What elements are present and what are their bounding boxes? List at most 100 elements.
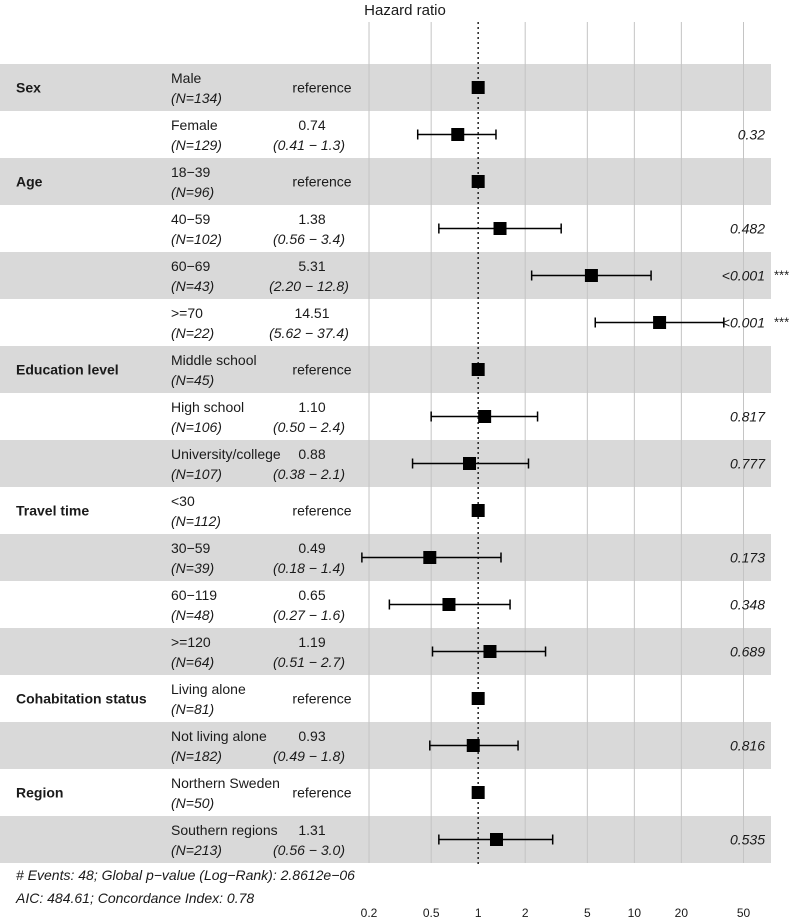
n-label: (N=102) xyxy=(171,231,222,247)
chart-title: Hazard ratio xyxy=(364,2,446,19)
hr-point xyxy=(471,786,485,799)
n-label: (N=107) xyxy=(171,466,222,482)
hr-point xyxy=(442,598,456,611)
hr-point xyxy=(463,457,477,470)
n-label: (N=45) xyxy=(171,372,214,388)
hr-label: 0.88 xyxy=(298,446,325,462)
hr-label: reference xyxy=(292,691,351,707)
hr-point xyxy=(471,81,485,94)
n-label: (N=182) xyxy=(171,748,222,764)
level-label: Male xyxy=(171,70,202,86)
variable-label: Sex xyxy=(16,80,41,96)
row-band xyxy=(0,346,771,393)
hr-point xyxy=(478,410,492,423)
hr-label: 1.31 xyxy=(298,822,325,838)
x-tick-label: 50 xyxy=(737,906,751,920)
n-label: (N=22) xyxy=(171,325,214,341)
n-label: (N=81) xyxy=(171,701,214,717)
level-label: 40−59 xyxy=(171,211,211,227)
hr-label: 5.31 xyxy=(298,258,325,274)
row-band xyxy=(0,252,771,299)
n-label: (N=48) xyxy=(171,607,214,623)
level-label: <30 xyxy=(171,493,195,509)
row-band xyxy=(0,722,771,769)
p-value: 0.482 xyxy=(730,221,765,237)
hr-point xyxy=(423,551,437,564)
level-label: Female xyxy=(171,117,218,133)
level-label: Living alone xyxy=(171,681,246,697)
hr-label: reference xyxy=(292,362,351,378)
n-label: (N=39) xyxy=(171,560,214,576)
hr-label: 1.10 xyxy=(298,399,325,415)
x-tick-label: 20 xyxy=(675,906,689,920)
row-labels: Sex Male (N=134) reference Female (N=129) 0.74… xyxy=(16,70,789,858)
footer-aic: AIC: 484.61; Concordance Index: 0.78 xyxy=(16,890,255,906)
n-label: (N=129) xyxy=(171,137,222,153)
hr-point xyxy=(471,363,485,376)
ci-label: (0.41 − 1.3) xyxy=(273,137,345,153)
variable-label: Region xyxy=(16,785,63,801)
row-band xyxy=(0,816,771,863)
hr-point xyxy=(471,175,485,188)
significance-mark: *** xyxy=(774,268,789,283)
x-tick-label: 0.2 xyxy=(361,906,378,920)
ci-label: (0.18 − 1.4) xyxy=(273,560,345,576)
level-label: 18−39 xyxy=(171,164,211,180)
variable-label: Education level xyxy=(16,362,119,378)
p-value: 0.777 xyxy=(730,456,766,472)
p-value: 0.535 xyxy=(730,832,765,848)
significance-mark: *** xyxy=(774,315,789,330)
ci-label: (0.49 − 1.8) xyxy=(273,748,345,764)
hr-point xyxy=(489,833,503,846)
hr-label: 1.19 xyxy=(298,634,325,650)
hr-point xyxy=(493,222,507,235)
hr-point xyxy=(471,692,485,705)
hr-point xyxy=(483,645,497,658)
hr-label: 0.65 xyxy=(298,587,325,603)
hr-label: reference xyxy=(292,174,351,190)
level-label: Southern regions xyxy=(171,822,278,838)
x-tick-label: 2 xyxy=(522,906,529,920)
level-label: 60−119 xyxy=(171,587,217,603)
p-value: 0.32 xyxy=(738,127,765,143)
ci-label: (0.50 − 2.4) xyxy=(273,419,345,435)
x-tick-label: 5 xyxy=(584,906,591,920)
level-label: >=70 xyxy=(171,305,203,321)
p-value: 0.348 xyxy=(730,597,765,613)
footer-events: # Events: 48; Global p−value (Log−Rank):… xyxy=(16,867,355,883)
hr-label: reference xyxy=(292,503,351,519)
n-label: (N=50) xyxy=(171,795,214,811)
n-label: (N=96) xyxy=(171,184,214,200)
x-tick-label: 1 xyxy=(475,906,482,920)
hr-point xyxy=(584,269,598,282)
level-label: Middle school xyxy=(171,352,257,368)
hr-label: 1.38 xyxy=(298,211,325,227)
estimate-marks xyxy=(361,81,725,846)
hr-label: 0.49 xyxy=(298,540,325,556)
p-value: 0.816 xyxy=(730,738,765,754)
grid-lines xyxy=(368,22,745,867)
p-value: 0.173 xyxy=(730,550,765,566)
level-label: 30−59 xyxy=(171,540,211,556)
n-label: (N=112) xyxy=(171,513,221,529)
level-label: Not living alone xyxy=(171,728,267,744)
variable-label: Cohabitation status xyxy=(16,691,147,707)
n-label: (N=106) xyxy=(171,419,222,435)
ci-label: (0.56 − 3.4) xyxy=(273,231,345,247)
variable-label: Age xyxy=(16,174,43,190)
hr-label: reference xyxy=(292,80,351,96)
level-label: Northern Sweden xyxy=(171,775,280,791)
hr-point xyxy=(451,128,465,141)
ci-label: (0.51 − 2.7) xyxy=(273,654,345,670)
n-label: (N=134) xyxy=(171,90,222,106)
row-band xyxy=(0,64,771,111)
p-value: <0.001 xyxy=(722,268,765,284)
row-band xyxy=(0,628,771,675)
p-value: <0.001 xyxy=(722,315,765,331)
ci-label: (2.20 − 12.8) xyxy=(269,278,349,294)
level-label: >=120 xyxy=(171,634,211,650)
hr-label: 14.51 xyxy=(294,305,329,321)
variable-label: Travel time xyxy=(16,503,89,519)
p-value: 0.689 xyxy=(730,644,765,660)
